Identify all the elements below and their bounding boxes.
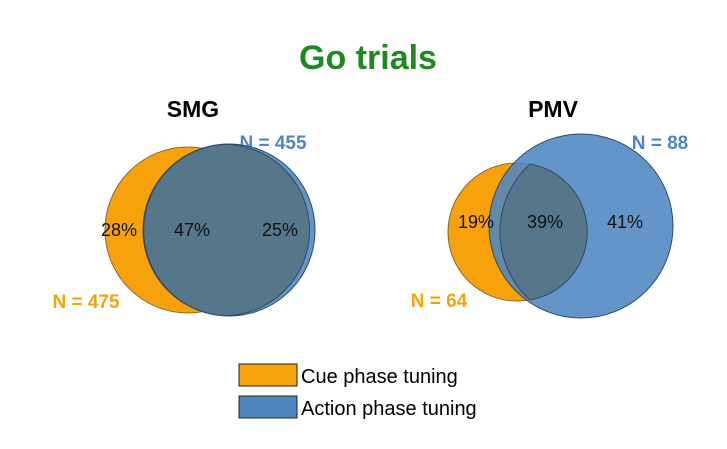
action-only-pct-smg: 25%: [262, 220, 298, 240]
overlap-pct-smg: 47%: [174, 220, 210, 240]
cue-only-pct-pmv: 19%: [458, 212, 494, 232]
panel-title-smg: SMG: [167, 96, 219, 122]
legend-label-action: Action phase tuning: [301, 398, 477, 420]
n-action-pmv: N = 88: [632, 133, 689, 154]
venn-panel-smg: SMG N = 455 28% 47% 25% N = 475: [52, 96, 316, 317]
overlap-pct-pmv: 39%: [527, 212, 563, 232]
figure-title: Go trials: [299, 39, 437, 77]
overlap-region-smg: [143, 143, 311, 317]
cue-only-pct-smg: 28%: [101, 220, 137, 240]
legend: Cue phase tuning Action phase tuning: [238, 363, 477, 420]
n-cue-smg: N = 475: [52, 292, 120, 313]
legend-swatch-cue: [238, 363, 298, 387]
venn-panel-pmv: PMV N = 88 19% 39% 41% N = 64: [411, 96, 689, 319]
legend-label-cue: Cue phase tuning: [301, 366, 458, 388]
legend-swatch-action: [238, 395, 298, 419]
n-cue-pmv: N = 64: [411, 291, 468, 312]
action-only-pct-pmv: 41%: [607, 212, 643, 232]
panel-title-pmv: PMV: [528, 96, 579, 122]
overlap-region-pmv: [499, 163, 588, 301]
